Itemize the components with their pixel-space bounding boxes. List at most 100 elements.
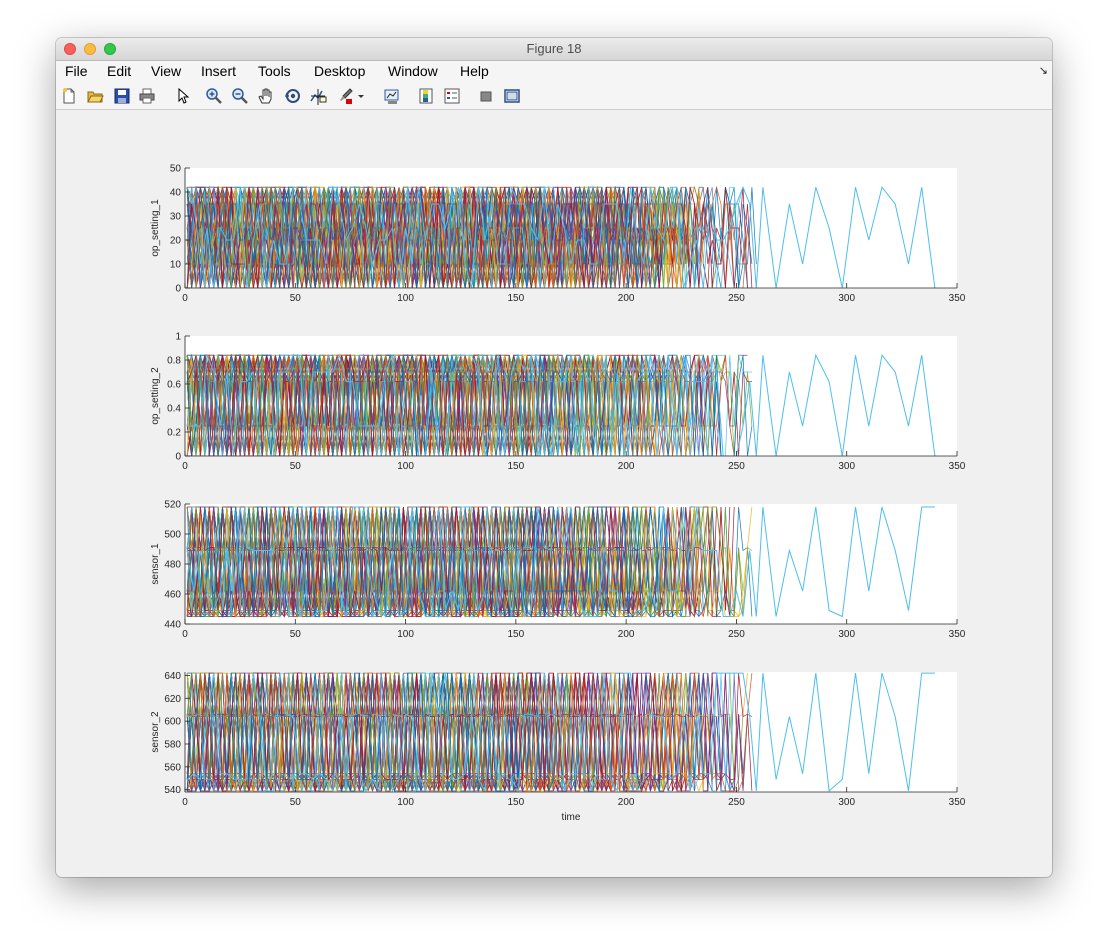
- axes-op-setting-2: 0 50 100 150 200 250 300 350 0 0.2 0.4 0.6 0.8 1 op_se…: [150, 332, 966, 473]
- y-tick-label: 0: [175, 452, 181, 463]
- x-tick-label: 300: [838, 797, 855, 808]
- print-icon[interactable]: [138, 87, 156, 105]
- y-tick-label: 0.6: [167, 380, 181, 391]
- series-line: [187, 672, 704, 792]
- y-tick-label: 620: [164, 694, 181, 705]
- x-tick-label: 200: [618, 629, 635, 640]
- longest-series-line: [186, 506, 935, 618]
- open-file-icon[interactable]: [86, 87, 104, 105]
- hide-plot-tools-icon[interactable]: [477, 87, 495, 105]
- y-tick-label: 0.2: [167, 428, 181, 439]
- y-axis-label: op_setting_2: [150, 367, 161, 425]
- x-tick-label: 150: [508, 629, 525, 640]
- dock-figure-icon[interactable]: ↘: [1038, 65, 1048, 77]
- link-plot-icon[interactable]: [383, 87, 401, 105]
- minimize-window-button[interactable]: [84, 43, 96, 55]
- menu-edit[interactable]: Edit: [107, 63, 132, 79]
- y-tick-label: 30: [170, 212, 182, 223]
- x-tick-label: 250: [728, 797, 745, 808]
- y-tick-label: 50: [170, 164, 182, 175]
- edit-plot-arrow-icon[interactable]: [174, 87, 192, 105]
- x-tick-label: 150: [508, 293, 525, 304]
- insert-legend-icon[interactable]: [443, 87, 461, 105]
- pan-hand-icon[interactable]: [257, 87, 275, 105]
- x-axis-label: time: [562, 812, 581, 823]
- x-tick-label: 150: [508, 797, 525, 808]
- series-line: [186, 353, 519, 456]
- data-cursor-icon[interactable]: [309, 87, 327, 105]
- figure-window: Figure 18 File Edit View Insert Tools De…: [56, 38, 1052, 877]
- menu-view[interactable]: View: [151, 63, 182, 79]
- zoom-window-button[interactable]: [104, 43, 116, 55]
- x-tick-label: 250: [728, 293, 745, 304]
- x-tick-label: 300: [838, 629, 855, 640]
- menu-desktop[interactable]: Desktop: [314, 63, 366, 79]
- new-figure-icon[interactable]: [60, 87, 78, 105]
- series-group: [186, 506, 935, 618]
- y-axis-label: sensor_1: [150, 543, 161, 585]
- menu-tools[interactable]: Tools: [258, 63, 291, 79]
- x-tick-label: 50: [290, 797, 302, 808]
- close-window-button[interactable]: [64, 43, 76, 55]
- series-line: [186, 353, 598, 456]
- x-tick-label: 50: [290, 461, 302, 472]
- x-tick-label: 0: [182, 461, 188, 472]
- save-icon[interactable]: [113, 87, 131, 105]
- plots-svg: 0 50 100 150 200 250 300 35001020304050op_setti…: [150, 164, 966, 824]
- menu-help[interactable]: Help: [460, 63, 489, 79]
- x-tick-label: 200: [618, 461, 635, 472]
- x-tick-label: 200: [618, 797, 635, 808]
- y-tick-label: 0.4: [167, 404, 181, 415]
- figure-canvas[interactable]: 0 50 100 150 200 250 300 350 0 10 20 30 40 50 op_setti…: [56, 110, 1052, 877]
- series-line: [187, 672, 607, 792]
- longest-series-line: [186, 672, 935, 792]
- axes-sensor-1: 0 50 100 150 200 250 300 350 440 460 480 500 520 sens…: [150, 500, 966, 641]
- x-tick-label: 0: [182, 629, 188, 640]
- y-axis-label: sensor_2: [150, 711, 161, 753]
- series-line: [187, 354, 510, 456]
- series-line: [186, 353, 475, 456]
- x-tick-label: 250: [728, 629, 745, 640]
- y-tick-label: 600: [164, 717, 181, 728]
- x-tick-label: 100: [397, 293, 414, 304]
- longest-series-line: [186, 185, 936, 288]
- series-line: [186, 354, 545, 456]
- x-tick-label: 100: [397, 797, 414, 808]
- zoom-in-icon[interactable]: [205, 87, 223, 105]
- x-tick-label: 150: [508, 461, 525, 472]
- series-line: [186, 506, 549, 618]
- series-line: [186, 186, 550, 288]
- y-tick-label: 480: [164, 560, 181, 571]
- window-title: Figure 18: [526, 41, 582, 56]
- series-line: [187, 186, 695, 288]
- menu-bar: File Edit View Insert Tools Desktop Wind…: [56, 61, 1052, 83]
- series-line: [187, 186, 598, 288]
- y-tick-label: 40: [170, 188, 182, 199]
- brush-dropdown-icon[interactable]: [356, 87, 366, 105]
- x-tick-label: 100: [397, 461, 414, 472]
- series-line: [186, 506, 669, 618]
- brush-icon[interactable]: [336, 87, 354, 105]
- series-line: [187, 506, 607, 618]
- x-tick-label: 300: [838, 293, 855, 304]
- insert-colorbar-icon[interactable]: [417, 87, 435, 105]
- x-tick-label: 200: [618, 293, 635, 304]
- rotate-3d-icon[interactable]: [284, 87, 302, 105]
- longest-series-line: [187, 353, 936, 456]
- menu-insert[interactable]: Insert: [201, 63, 237, 79]
- menu-window[interactable]: Window: [388, 63, 438, 79]
- x-tick-label: 350: [949, 293, 966, 304]
- y-tick-label: 640: [164, 671, 181, 682]
- menu-file[interactable]: File: [65, 63, 88, 79]
- y-tick-label: 0.8: [167, 356, 181, 367]
- title-bar[interactable]: Figure 18: [56, 38, 1052, 61]
- x-tick-label: 50: [290, 629, 302, 640]
- y-tick-label: 0: [175, 284, 181, 295]
- series-line: [186, 185, 678, 288]
- y-tick-label: 1: [175, 332, 181, 343]
- zoom-out-icon[interactable]: [231, 87, 249, 105]
- y-tick-label: 500: [164, 530, 181, 541]
- x-tick-label: 0: [182, 797, 188, 808]
- series-group: [186, 185, 936, 288]
- show-plot-tools-icon[interactable]: [503, 87, 521, 105]
